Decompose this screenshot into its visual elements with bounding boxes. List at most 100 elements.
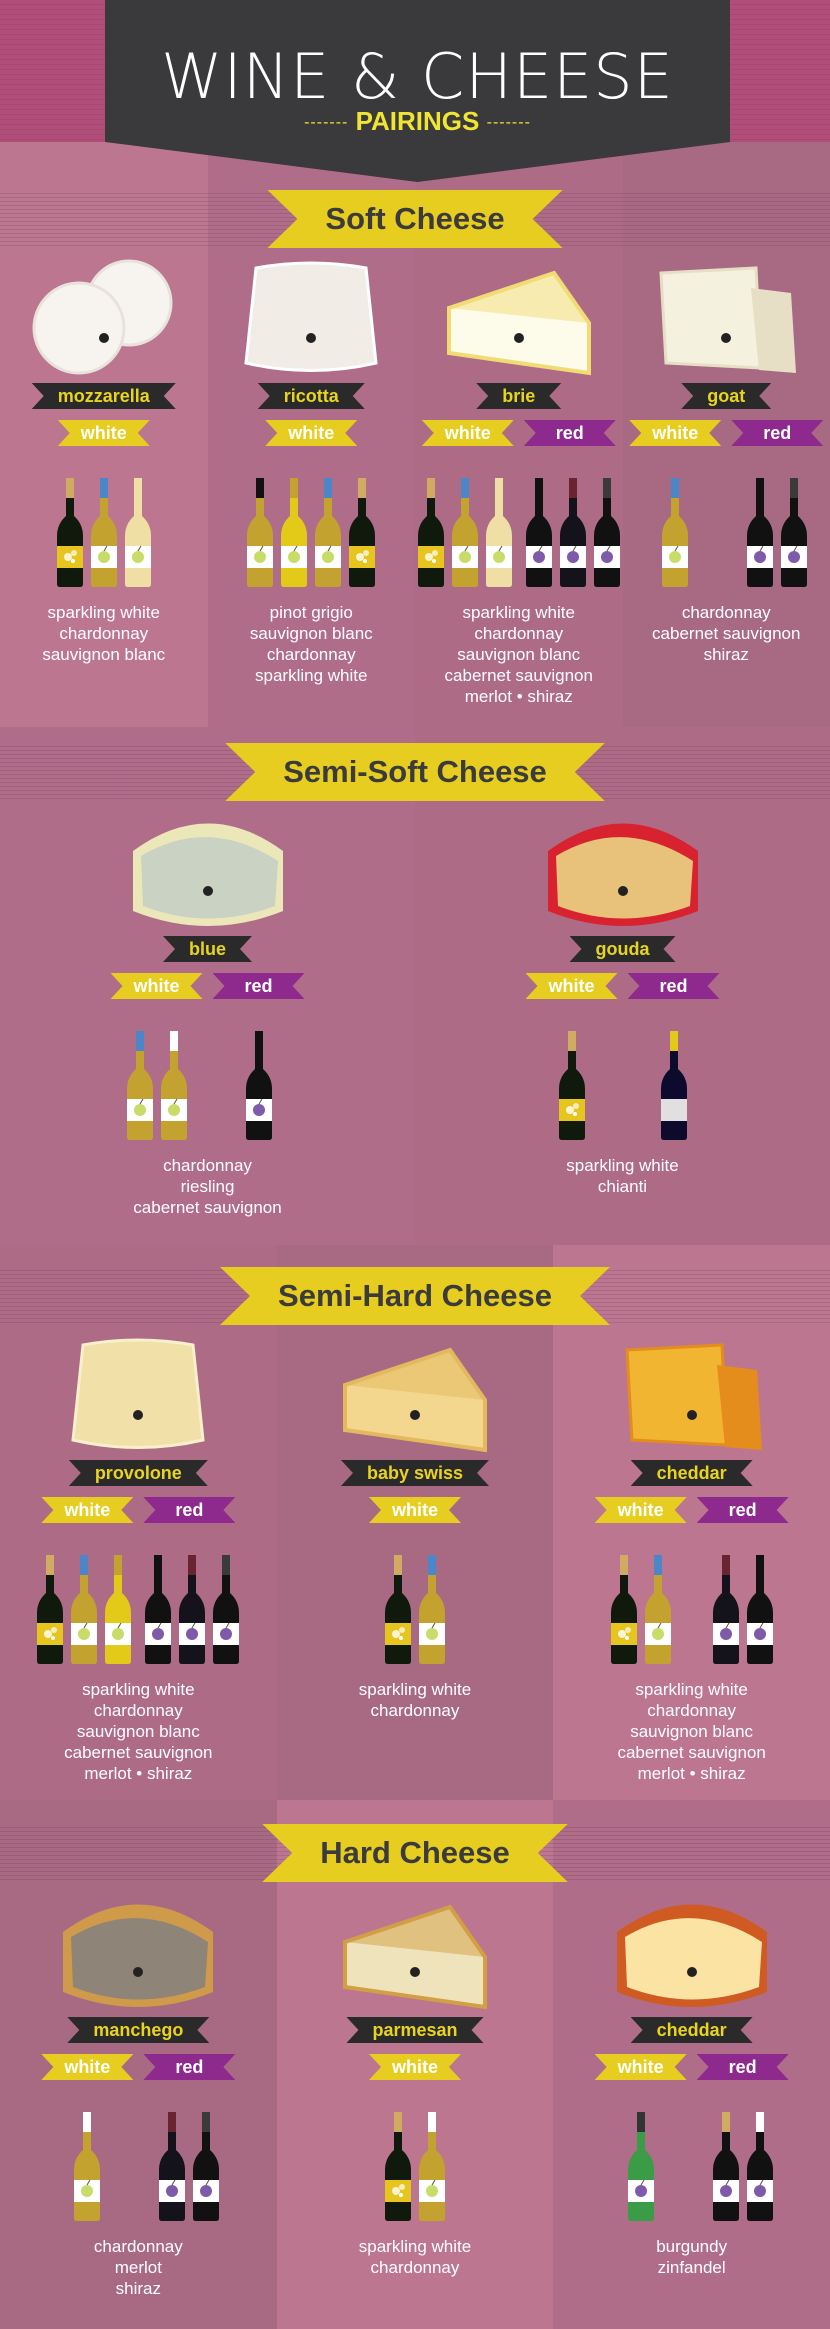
cheese-column: parmesan white sparkling white chardonnay	[276, 1800, 554, 2329]
cheese-illustration	[244, 261, 378, 372]
wine-bottle-icon	[37, 1555, 64, 1664]
wine-bottle-icon	[193, 2112, 220, 2221]
wine-bottle-icon	[245, 1031, 272, 1140]
wine-list: burgundy zinfandel	[656, 2236, 727, 2278]
wine-name: sparkling white	[358, 2237, 472, 2256]
wine-bottle-icon	[90, 478, 117, 587]
wine-type-row: white red	[629, 420, 823, 446]
cheese-column: mozzarella white sparkling white chardonnay…	[0, 142, 208, 727]
wine-name: chianti	[597, 1177, 648, 1196]
cheese-name-label: ricotta	[258, 383, 365, 409]
section-title-ribbon: Hard Cheese	[262, 1824, 568, 1882]
wine-bottle-icon	[160, 1031, 187, 1140]
wine-name: sauvignon blanc	[249, 624, 373, 643]
cheese-column: goat white red chardonnay cabernet sauvignon…	[622, 142, 830, 727]
wine-bottle-icon	[56, 478, 83, 587]
wine-type-white: white	[629, 420, 721, 446]
bottle-row	[55, 478, 153, 588]
wine-bottle-icon	[247, 478, 274, 587]
cheese-column: baby swiss white sparkling white chardonnay	[276, 1245, 554, 1800]
wine-type-red: red	[697, 2054, 789, 2080]
wine-bottle-icon	[71, 1555, 98, 1664]
wine-list: sparkling white chardonnay sauvignon blanc…	[64, 1679, 212, 1784]
wine-name: sparkling white	[566, 1156, 679, 1175]
bottle-group-white	[369, 1555, 461, 1665]
section-semi-soft-cheese: Semi-Soft Cheese blue white red chardonnay ri…	[0, 727, 830, 1245]
wine-name: sauvignon blanc	[76, 1722, 200, 1741]
bottle-group-white	[111, 1031, 203, 1141]
wine-bottle-icon	[145, 1555, 172, 1664]
wine-bottle-icon	[627, 2112, 654, 2221]
bottle-group-red	[213, 1031, 305, 1141]
wine-type-white: white	[41, 1497, 133, 1523]
bottle-row	[245, 478, 377, 588]
dash-left: -------	[304, 114, 349, 132]
cheese-illustration	[625, 1343, 762, 1450]
cheese-name-label: baby swiss	[341, 1460, 489, 1486]
cheese-name-label: goat	[681, 383, 771, 409]
cheese-name-label: mozzarella	[32, 383, 176, 409]
wine-bottle-icon	[213, 1555, 240, 1664]
cheese-illustration	[547, 823, 698, 926]
dash-right: -------	[486, 114, 531, 132]
bottle-group-white	[595, 1555, 687, 1665]
wine-name: sparkling white	[635, 1680, 748, 1699]
bottle-group-red	[697, 1555, 789, 1665]
wine-type-red: red	[143, 1497, 235, 1523]
section-title-ribbon: Semi-Soft Cheese	[225, 743, 605, 801]
bottle-group-red	[143, 2112, 235, 2222]
bottle-group-white	[245, 478, 377, 588]
wine-name: chardonnay	[59, 624, 149, 643]
wine-type-row: white	[265, 420, 357, 446]
cheese-illustration	[446, 270, 591, 376]
section-semi-hard-cheese: Semi-Hard Cheese provolone white red sparkli…	[0, 1245, 830, 1800]
cheese-name-label: gouda	[570, 936, 676, 962]
wine-bottle-icon	[746, 1555, 773, 1664]
bottle-group-white	[41, 2112, 133, 2222]
wine-type-white: white	[595, 1497, 687, 1523]
bottle-row	[416, 478, 622, 588]
wine-bottle-icon	[644, 1555, 671, 1664]
wine-name: chardonnay	[474, 624, 564, 643]
bottle-row	[526, 1031, 720, 1141]
wine-type-white: white	[58, 420, 150, 446]
wine-name: riesling	[180, 1177, 235, 1196]
wine-type-row: white red	[41, 1497, 235, 1523]
wine-bottle-icon	[451, 478, 478, 587]
wine-list: sparkling white chardonnay sauvignon blanc	[42, 602, 165, 665]
cheese-name-label: blue	[163, 936, 252, 962]
wine-bottle-icon	[559, 478, 586, 587]
cheese-name-label: cheddar	[631, 1460, 753, 1486]
bottle-group-white	[416, 478, 514, 588]
wine-bottle-icon	[417, 478, 444, 587]
cheese-column: cheddar white red sparkling white chardonnay…	[553, 1245, 830, 1800]
bottle-group-red	[697, 2112, 789, 2222]
wine-bottle-icon	[485, 478, 512, 587]
cheese-illustration	[71, 1338, 205, 1449]
cheese-column: provolone white red sparkling white chardonn…	[0, 1245, 277, 1800]
wine-name: cabernet sauvignon	[617, 1743, 766, 1762]
wine-name: chardonnay	[163, 1156, 252, 1175]
wine-type-row: white red	[41, 2054, 235, 2080]
bottle-row	[369, 2112, 461, 2222]
bottle-group-white	[35, 1555, 133, 1665]
wine-bottle-icon	[281, 478, 308, 587]
wine-bottle-icon	[660, 1031, 687, 1140]
wine-name: sparkling white	[358, 1680, 472, 1699]
wine-type-row: white	[369, 1497, 461, 1523]
wine-type-row: white	[58, 420, 150, 446]
cheese-name-label: provolone	[69, 1460, 208, 1486]
wine-name: pinot grigio	[269, 603, 353, 622]
wine-list: chardonnay merlot shiraz	[94, 2236, 183, 2299]
bottle-row	[595, 2112, 789, 2222]
wine-bottle-icon	[349, 478, 376, 587]
wine-type-white: white	[422, 420, 514, 446]
bottle-row	[35, 1555, 241, 1665]
wine-name: sauvignon blanc	[630, 1722, 754, 1741]
wine-type-white: white	[595, 2054, 687, 2080]
wine-name: sauvignon blanc	[457, 645, 581, 664]
bottle-group-red	[731, 478, 823, 588]
cheese-illustration	[659, 266, 797, 373]
wine-name: merlot • shiraz	[464, 687, 573, 706]
wine-type-red: red	[524, 420, 616, 446]
